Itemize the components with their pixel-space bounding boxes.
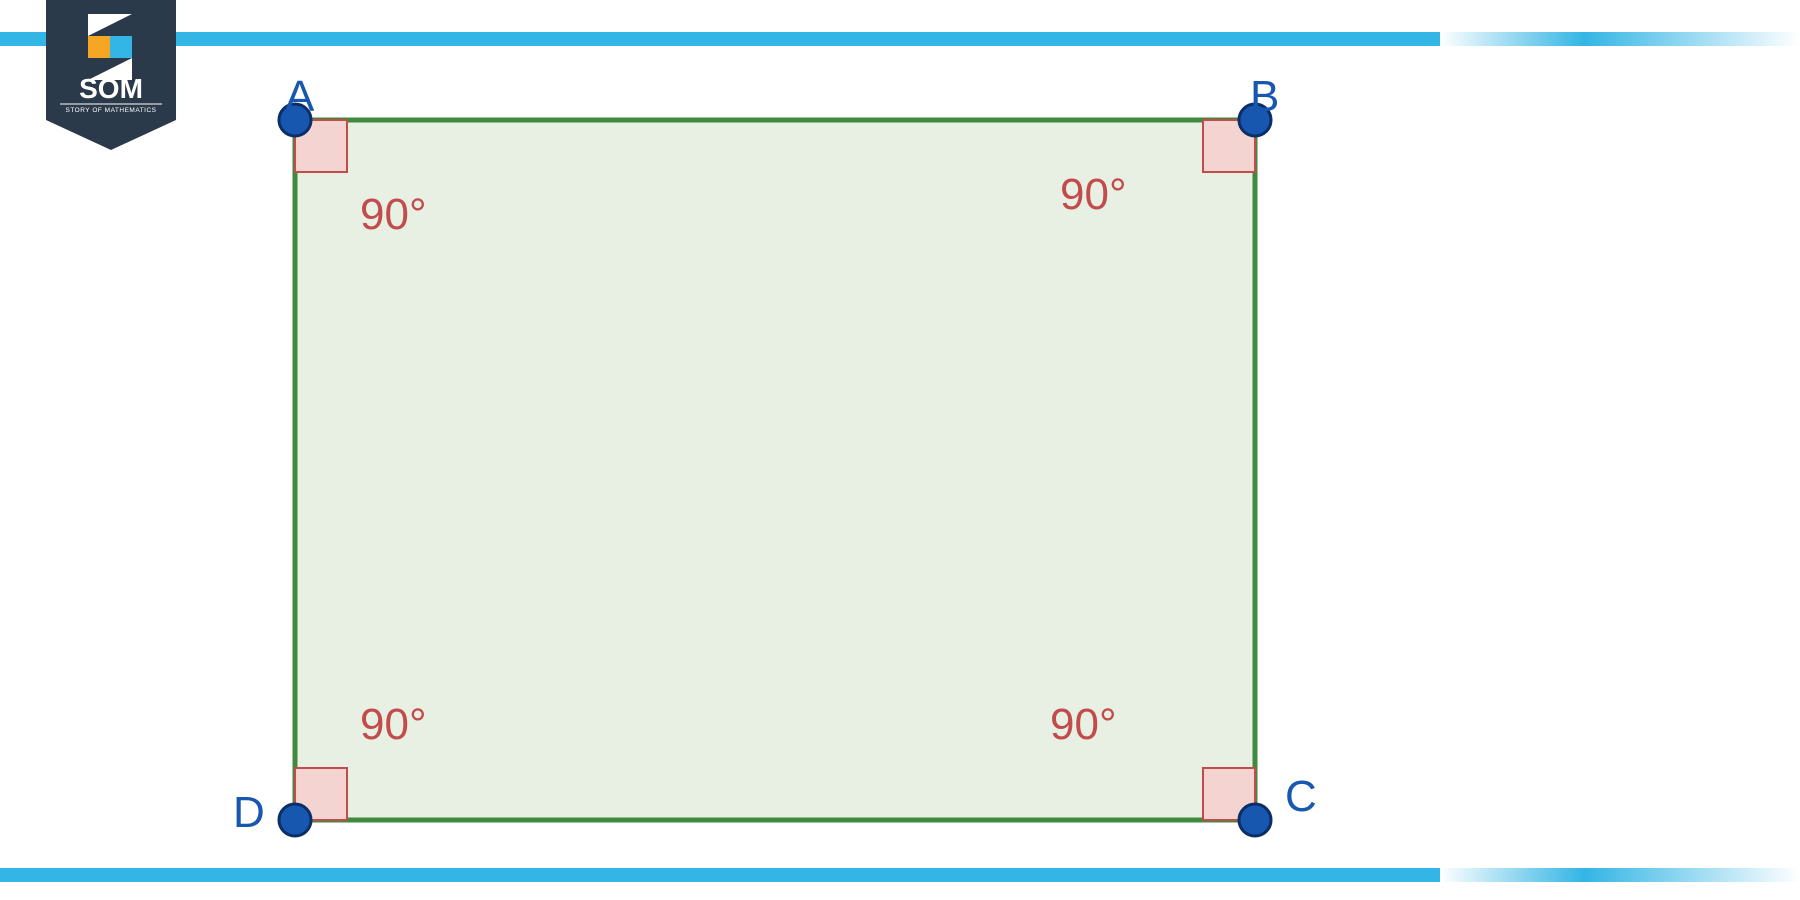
- rectangle-diagram: [0, 0, 1800, 900]
- vertex-label-a: A: [285, 72, 314, 122]
- vertex-point-c: [1239, 804, 1271, 836]
- angle-label-a: 90°: [360, 190, 427, 240]
- angle-label-d: 90°: [360, 700, 427, 750]
- logo-text: SOM: [79, 73, 143, 104]
- vertex-label-c: C: [1285, 772, 1317, 822]
- vertex-label-b: B: [1250, 72, 1279, 122]
- angle-label-c: 90°: [1050, 700, 1117, 750]
- angle-label-b: 90°: [1060, 170, 1127, 220]
- logo-subtext: STORY OF MATHEMATICS: [65, 107, 156, 114]
- logo-svg: SOM STORY OF MATHEMATICS: [46, 0, 176, 160]
- vertex-label-d: D: [233, 788, 265, 838]
- vertex-point-d: [279, 804, 311, 836]
- logo-badge: SOM STORY OF MATHEMATICS: [46, 0, 176, 150]
